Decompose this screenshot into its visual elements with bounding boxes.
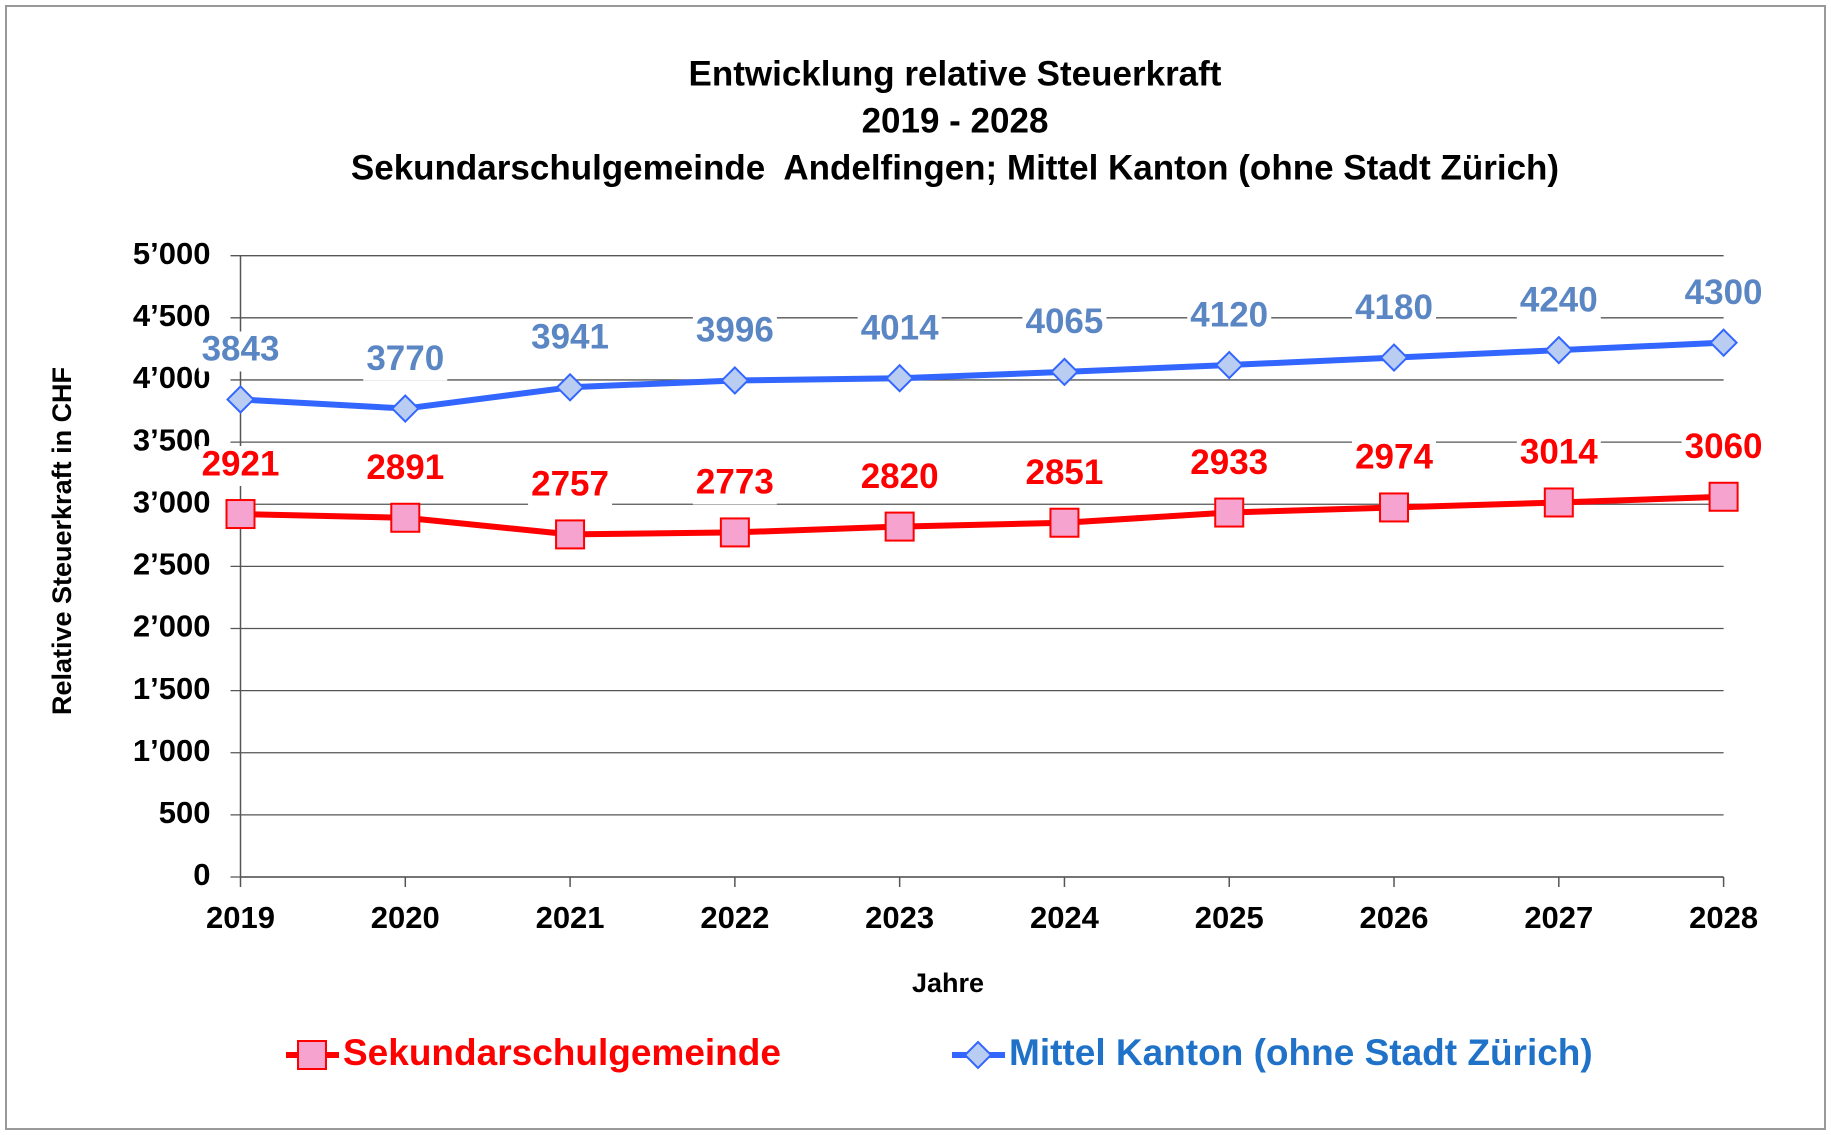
- label-bg: [857, 458, 942, 499]
- data-label: 2921: [202, 444, 280, 483]
- data-point: [1544, 335, 1574, 365]
- y-tick-label: 2’000: [133, 609, 211, 644]
- legend-label: Sekundarschulgemeinde: [343, 1032, 781, 1073]
- label-bg: [1681, 274, 1766, 315]
- series-line: [240, 339, 1724, 412]
- y-tick-label: 3’500: [133, 422, 211, 457]
- x-tick-label: 2028: [1689, 900, 1758, 935]
- data-point: [1214, 497, 1245, 528]
- label-bg: [1352, 289, 1437, 330]
- data-label: 3060: [1685, 427, 1763, 466]
- data-point: [885, 363, 915, 393]
- y-tick-label: 0: [193, 857, 210, 892]
- data-point: [555, 372, 585, 402]
- data-label: 2891: [366, 448, 444, 487]
- label-bg: [528, 319, 613, 360]
- label-bg: [1681, 428, 1766, 469]
- data-point: [390, 394, 420, 423]
- label-bg: [198, 331, 283, 372]
- y-tick-label: 4’500: [133, 298, 211, 333]
- data-label: 3014: [1520, 433, 1598, 472]
- data-label: 4120: [1190, 295, 1268, 334]
- y-tick-label: 3’000: [133, 484, 211, 519]
- y-tick-label: 1’000: [133, 733, 211, 768]
- label-bg: [1516, 434, 1601, 475]
- series-line: [240, 493, 1724, 538]
- data-point: [884, 511, 915, 542]
- data-point: [719, 517, 750, 548]
- data-point: [226, 385, 255, 414]
- data-point: [720, 366, 750, 395]
- series: 3843 3770 3941 3996 4014 4065 4120 4180 4240 4300: [198, 273, 1766, 423]
- series: 2921 2891 2757 2773 2820 2851 2933 2974 3014 3060: [198, 427, 1766, 550]
- data-point: [1214, 350, 1244, 380]
- label-bg: [1187, 297, 1272, 338]
- label-bg: [1187, 444, 1272, 485]
- x-axis-label: Jahre: [912, 968, 984, 998]
- data-point: [1050, 357, 1079, 387]
- y-axis-label: Relative Steuerkraft in CHF: [47, 367, 77, 715]
- label-bg: [363, 340, 448, 381]
- data-label: 2820: [861, 457, 939, 496]
- label-bg: [692, 464, 777, 505]
- label-bg: [528, 466, 613, 507]
- label-bg: [1352, 439, 1437, 480]
- data-label: 2974: [1355, 438, 1433, 477]
- data-label: 3941: [531, 318, 609, 357]
- y-tick-label: 4’000: [133, 360, 211, 395]
- chart-frame: [5, 5, 1826, 1130]
- x-tick-label: 2020: [371, 900, 440, 935]
- label-bg: [1516, 282, 1601, 323]
- y-tick-label: 1’500: [133, 671, 211, 706]
- data-label: 4300: [1685, 273, 1763, 312]
- data-label: 2851: [1026, 453, 1104, 492]
- data-point: [1708, 481, 1739, 512]
- x-tick-label: 2027: [1524, 900, 1593, 935]
- x-tick-label: 2023: [865, 900, 934, 935]
- data-point: [1049, 507, 1080, 538]
- chart-title: 2019 - 2028: [862, 101, 1049, 140]
- x-tick-label: 2025: [1195, 900, 1264, 935]
- data-point: [225, 499, 256, 530]
- data-label: 2933: [1190, 443, 1268, 482]
- x-tick-label: 2026: [1360, 900, 1429, 935]
- data-point: [1379, 343, 1409, 373]
- data-label: 2773: [696, 463, 774, 502]
- y-tick-label: 500: [159, 795, 211, 830]
- y-tick-label: 5’000: [133, 236, 211, 271]
- x-tick-label: 2024: [1030, 900, 1100, 935]
- data-label: 4240: [1520, 280, 1598, 319]
- data-point: [1709, 328, 1739, 358]
- label-bg: [198, 446, 283, 487]
- data-point: [1543, 487, 1574, 518]
- label-bg: [692, 312, 777, 353]
- x-tick-label: 2022: [700, 900, 769, 935]
- chart-title: Sekundarschulgemeinde Andelfingen; Mitte…: [351, 148, 1559, 187]
- data-point: [1379, 492, 1410, 523]
- label-bg: [1022, 454, 1107, 495]
- data-label: 3770: [366, 339, 444, 378]
- chart-title: Entwicklung relative Steuerkraft: [689, 54, 1222, 93]
- data-label: 4014: [861, 308, 939, 347]
- y-tick-label: 2’500: [133, 547, 211, 582]
- legend-label: Mittel Kanton (ohne Stadt Zürich): [1009, 1032, 1593, 1073]
- data-label: 3996: [696, 311, 774, 350]
- data-point: [390, 502, 421, 533]
- label-bg: [1022, 303, 1107, 344]
- label-bg: [363, 449, 448, 490]
- data-label: 3843: [202, 330, 280, 369]
- x-tick-label: 2019: [206, 900, 275, 935]
- data-label: 2757: [531, 465, 609, 504]
- data-point: [555, 519, 586, 550]
- legend-marker: [963, 1040, 993, 1070]
- data-label: 4180: [1355, 288, 1433, 327]
- label-bg: [857, 310, 942, 351]
- data-label: 4065: [1026, 302, 1104, 341]
- x-tick-label: 2021: [536, 900, 605, 935]
- legend-marker: [297, 1040, 327, 1070]
